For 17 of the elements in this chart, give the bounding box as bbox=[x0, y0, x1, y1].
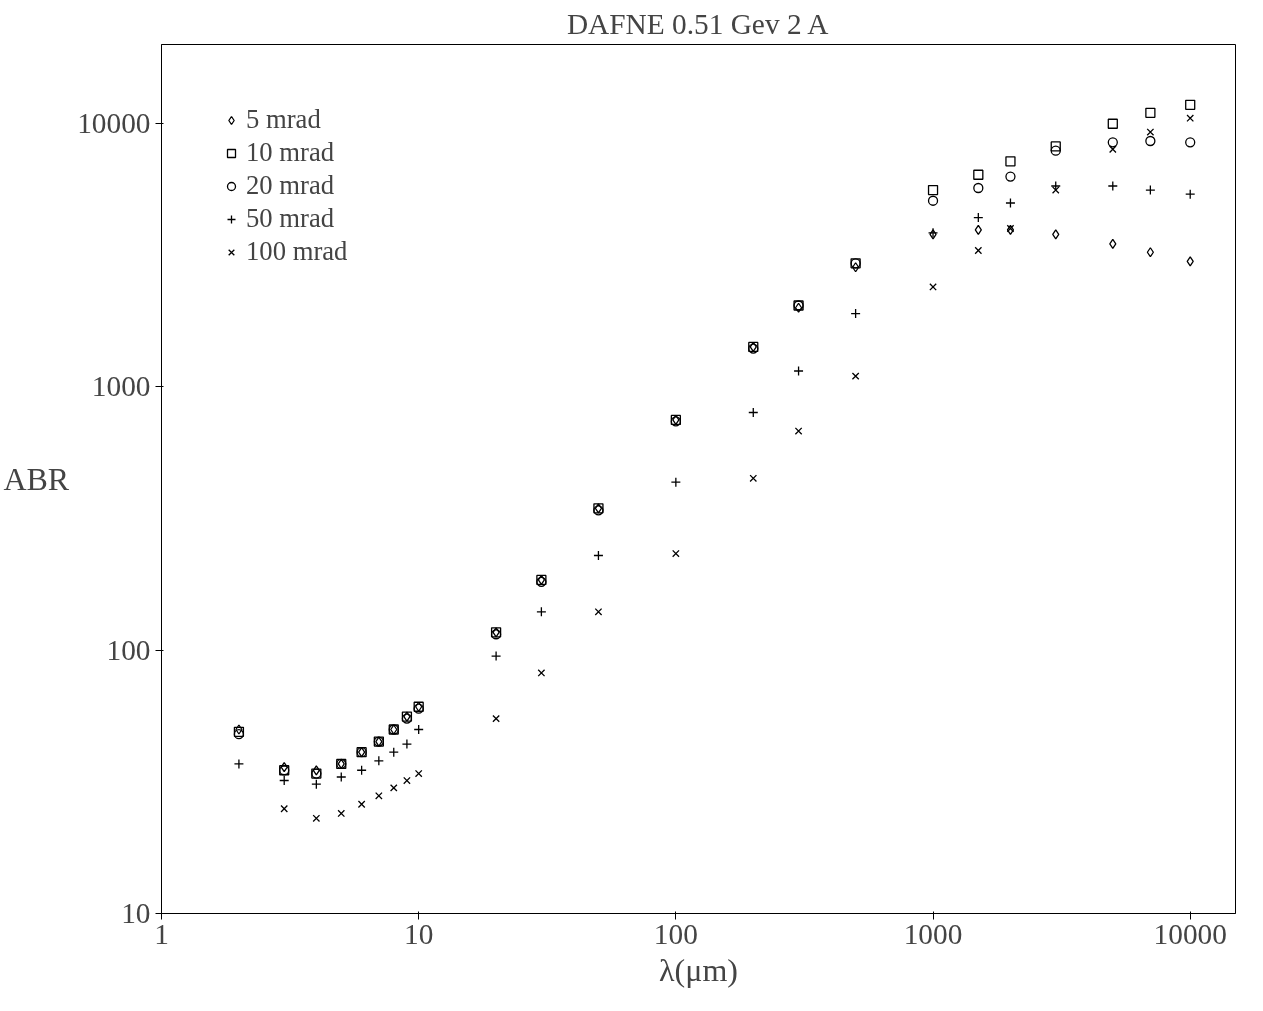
x-tick-label: 10000 bbox=[1153, 917, 1227, 950]
legend-label: 50 mrad bbox=[246, 203, 335, 234]
legend-label: 20 mrad bbox=[246, 170, 335, 201]
x-tick-label: 1 bbox=[154, 917, 169, 950]
x-axis-title: λ(μm) bbox=[659, 951, 738, 988]
x-tick-label: 1000 bbox=[903, 917, 963, 950]
y-axis-title: ABR bbox=[3, 461, 70, 497]
legend-label: 10 mrad bbox=[246, 137, 335, 168]
legend-label: 5 mrad bbox=[246, 104, 321, 135]
y-tick-label: 100 bbox=[106, 633, 151, 666]
y-tick-label: 1000 bbox=[91, 370, 151, 403]
x-tick-label: 10 bbox=[404, 917, 434, 950]
chart-title: DAFNE 0.51 Gev 2 A bbox=[566, 7, 829, 40]
y-tick-label: 10000 bbox=[77, 107, 151, 140]
y-tick-label: 10 bbox=[121, 897, 151, 929]
x-tick-label: 100 bbox=[653, 917, 698, 950]
legend-label: 100 mrad bbox=[246, 236, 348, 267]
